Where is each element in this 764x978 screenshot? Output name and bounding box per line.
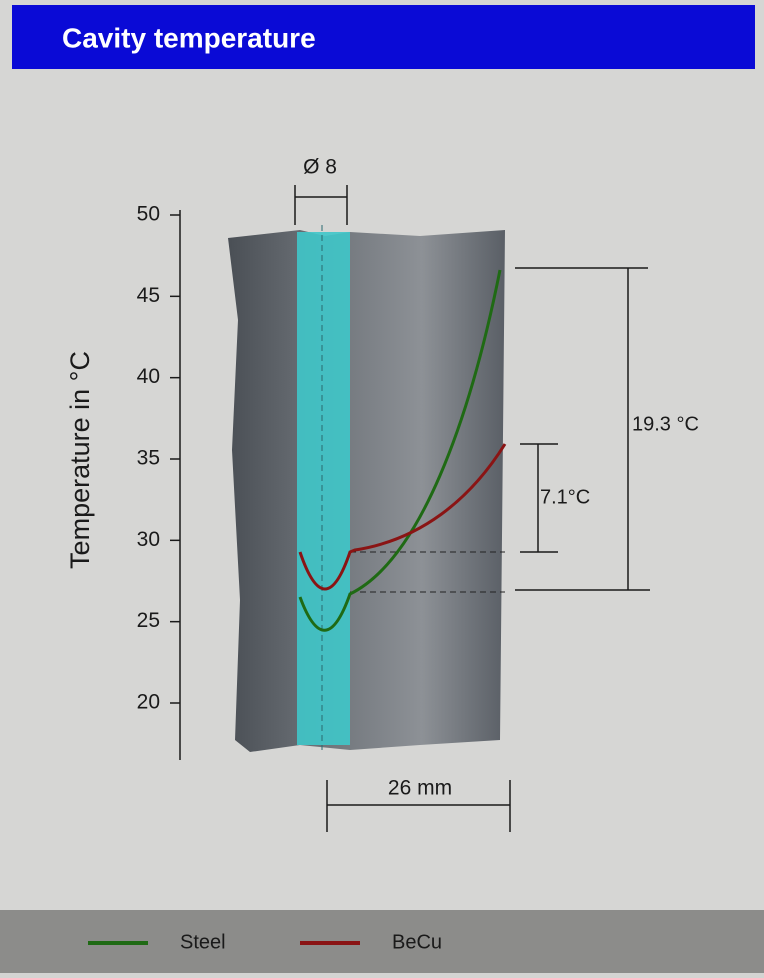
legend-label: Steel [180, 931, 226, 953]
y-tick-label: 25 [137, 609, 160, 632]
dimension-becu-rise [520, 443, 558, 553]
diameter-label: Ø 8 [303, 156, 337, 179]
distance-label: 26 mm [388, 777, 452, 800]
header-title: Cavity temperature [62, 22, 316, 53]
steel-curve [298, 269, 502, 632]
y-tick-label: 20 [137, 691, 160, 714]
dimension-distance [326, 780, 511, 832]
y-axis-label: Temperature in °C [65, 351, 95, 569]
y-tick-label: 35 [137, 447, 160, 470]
cooling-channel [297, 232, 350, 745]
steel-rise-label: 19.3 °C [632, 413, 699, 435]
header-bar [12, 5, 755, 69]
becu-rise-label: 7.1°C [540, 486, 590, 508]
y-tick-label: 40 [137, 365, 160, 388]
legend-label: BeCu [392, 931, 442, 953]
y-tick-label: 45 [137, 284, 160, 307]
dimension-steel-rise [515, 267, 650, 591]
becu-curve [298, 443, 507, 591]
mold-block [228, 230, 505, 752]
dimension-diameter [294, 185, 348, 225]
y-tick-label: 30 [137, 528, 160, 551]
y-tick-label: 50 [137, 203, 160, 226]
